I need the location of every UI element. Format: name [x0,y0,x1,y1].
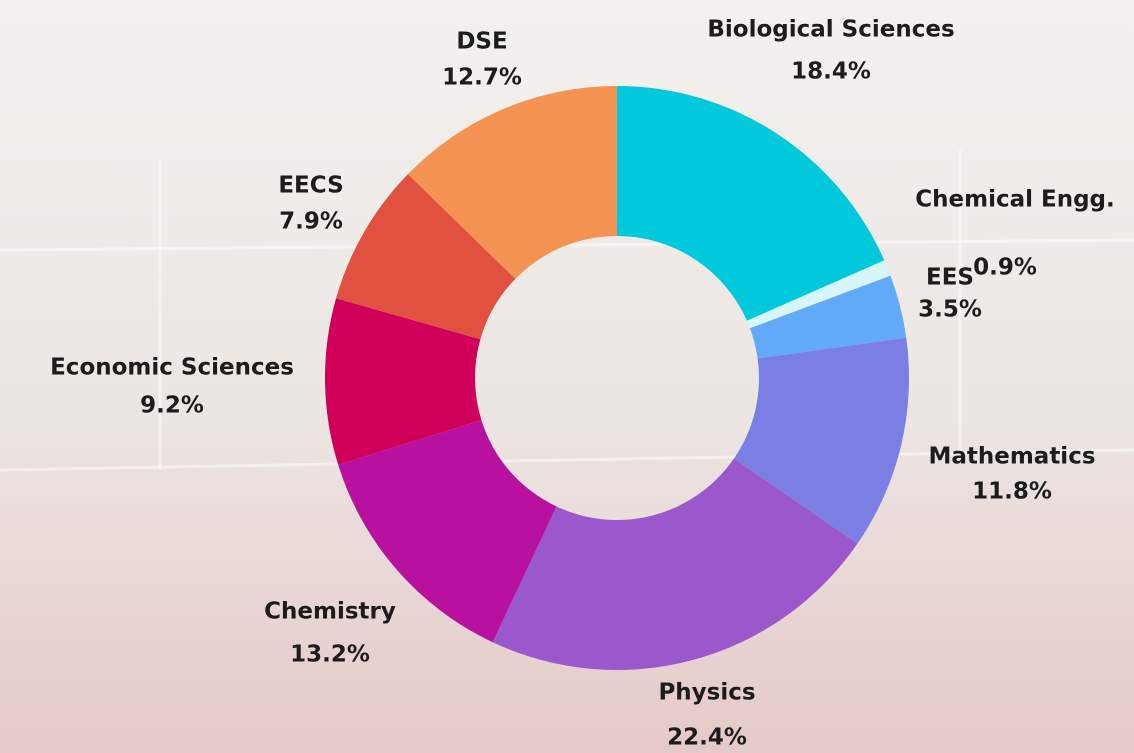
slice-label: EES [926,265,974,291]
slice-label: EECS [278,173,343,199]
slice-label: DSE [456,29,507,55]
value-label: 0.9% [973,255,1037,281]
page: Biological Sciences 18.4% Chemical Engg. 0.… [0,0,1134,753]
value-label: 3.5% [918,297,982,323]
value-label: 12.7% [442,65,522,91]
slice-label: Economic Sciences [50,355,294,381]
slice-label: Mathematics [928,444,1095,470]
value-label: 13.2% [290,642,370,668]
value-label: 9.2% [140,393,204,419]
slice-label: Chemistry [264,599,396,625]
value-label: 11.8% [972,479,1052,505]
value-label: 18.4% [791,59,871,85]
slice-label: Biological Sciences [707,17,954,43]
value-label: 7.9% [279,209,343,235]
chart: Biological Sciences 18.4% Chemical Engg. 0.… [0,0,1134,753]
slice-label: Chemical Engg. [915,187,1115,213]
value-label: 22.4% [667,725,747,751]
slice-label: Physics [658,680,755,706]
